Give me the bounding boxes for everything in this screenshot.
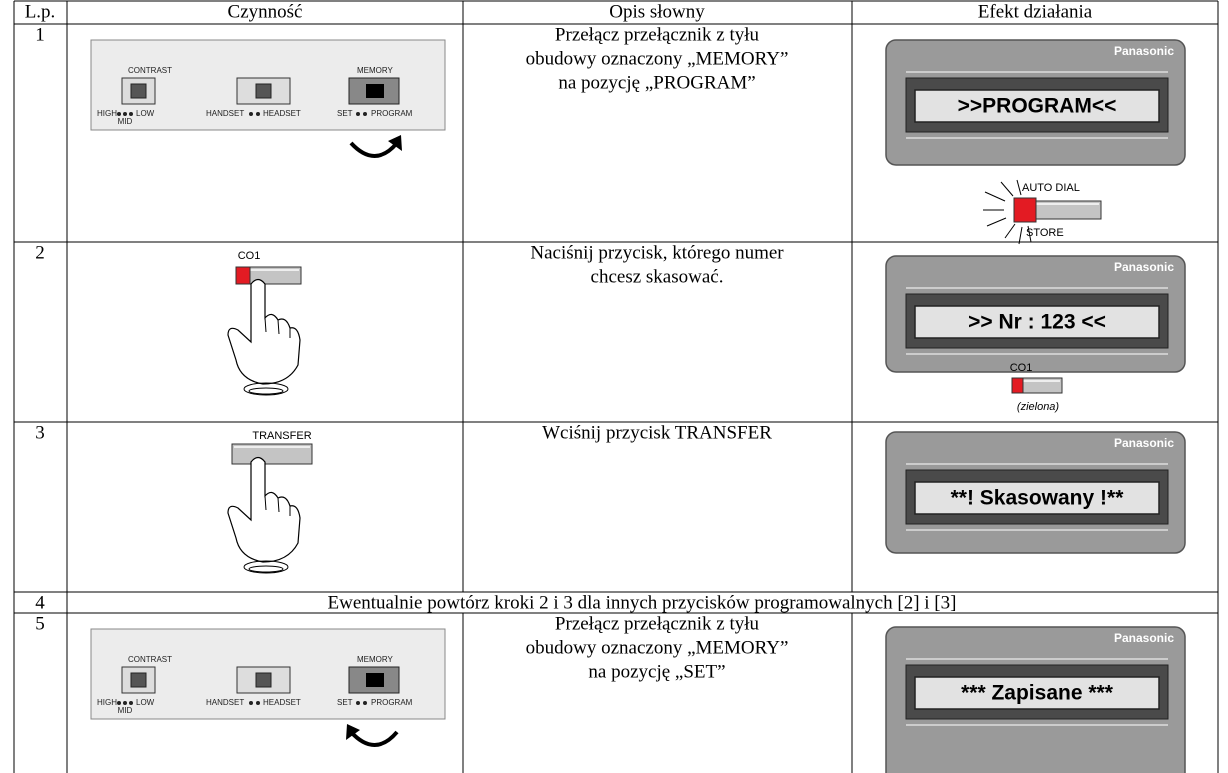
button <box>231 443 313 465</box>
arrow-head <box>346 724 360 740</box>
switch-dot <box>129 112 133 116</box>
button-led <box>235 266 251 285</box>
switch-dot <box>249 701 253 705</box>
arrow <box>349 730 399 747</box>
panel-label: HIGH <box>97 698 117 707</box>
switch-dot <box>129 701 133 705</box>
hand-crease <box>264 495 291 516</box>
column-header: L.p. <box>25 1 56 22</box>
switch-knob <box>255 83 272 99</box>
panel-label: MID <box>118 117 133 126</box>
button-label: STORE <box>1026 227 1064 239</box>
panel-label: LOW <box>136 109 155 118</box>
hand-shadow <box>248 387 284 395</box>
flash-ray <box>1000 181 1014 197</box>
row-description: Ewentualnie powtórz kroki 2 i 3 dla inny… <box>328 592 957 613</box>
switch-dot <box>123 701 127 705</box>
button-note: (zielona) <box>1017 401 1060 413</box>
brand-logo: Panasonic <box>1114 436 1174 450</box>
switch-knob <box>366 84 384 98</box>
switch-dot <box>363 112 367 116</box>
row-number: 4 <box>35 592 45 613</box>
flash-ray <box>1018 226 1023 245</box>
button-label: CO1 <box>1010 362 1033 374</box>
switch-dot <box>123 112 127 116</box>
display-screen <box>914 481 1160 515</box>
panel-label: MEMORY <box>357 655 394 664</box>
hand <box>227 278 301 385</box>
button-led <box>1013 197 1037 223</box>
switch-dot <box>256 701 260 705</box>
switch-dot <box>256 112 260 116</box>
panel-label: MID <box>118 706 133 715</box>
brand-logo: Panasonic <box>1114 44 1174 58</box>
hand-shadow <box>243 560 289 574</box>
row-description: na pozycję „SET” <box>588 661 725 682</box>
brand-logo: Panasonic <box>1114 631 1174 645</box>
flash-ray <box>1004 223 1016 239</box>
row-description: Naciśnij przycisk, którego numer <box>530 242 784 263</box>
button-led <box>1011 377 1024 394</box>
row-number: 1 <box>35 24 45 45</box>
row-description: obudowy oznaczony „MEMORY” <box>526 48 789 69</box>
panel-label: HEADSET <box>263 698 301 707</box>
display-screen <box>914 676 1160 710</box>
row-description: Przełącz przełącznik z tyłu <box>555 24 760 45</box>
display-screen <box>914 89 1160 123</box>
hand <box>227 456 301 563</box>
switch-dot <box>117 112 121 116</box>
button-label: CO1 <box>238 250 261 262</box>
switch-knob <box>130 83 147 99</box>
panel-label: SET <box>337 698 353 707</box>
panel-label: PROGRAM <box>371 109 413 118</box>
switch-dot <box>356 112 360 116</box>
switch-knob <box>130 672 147 688</box>
arrow-head <box>388 135 402 151</box>
display-text: >>PROGRAM<< <box>958 95 1117 118</box>
flash-ray <box>1027 225 1032 243</box>
panel-label: HANDSET <box>206 698 244 707</box>
switch-dot <box>249 112 253 116</box>
switch-knob <box>366 673 384 687</box>
brand-logo: Panasonic <box>1114 260 1174 274</box>
panel-label: SET <box>337 109 353 118</box>
panel-label: LOW <box>136 698 155 707</box>
arrow <box>349 141 399 158</box>
display-text: *** Zapisane *** <box>961 682 1114 705</box>
switch-knob <box>255 672 272 688</box>
row-number: 2 <box>35 242 45 263</box>
hand-shadow <box>248 565 284 573</box>
row-description: Przełącz przełącznik z tyłu <box>555 613 760 634</box>
hand-crease <box>264 317 291 338</box>
panel-label: PROGRAM <box>371 698 413 707</box>
display-text: >> Nr : 123 << <box>968 311 1106 334</box>
panel-label: CONTRAST <box>128 66 172 75</box>
row-description: Wciśnij przycisk TRANSFER <box>542 422 772 443</box>
flash-ray <box>986 217 1007 227</box>
display-screen <box>914 305 1160 339</box>
panel-label: MEMORY <box>357 66 394 75</box>
hand-shadow <box>243 382 289 396</box>
flash-ray <box>1016 179 1022 196</box>
switch-dot <box>356 701 360 705</box>
switch-dot <box>363 701 367 705</box>
row-description: chcesz skasować. <box>591 266 724 287</box>
panel-label: HEADSET <box>263 109 301 118</box>
switch-dot <box>117 701 121 705</box>
flash-ray <box>984 191 1006 202</box>
panel-label: HIGH <box>97 109 117 118</box>
row-description: obudowy oznaczony „MEMORY” <box>526 637 789 658</box>
button-label: AUTO DIAL <box>1022 182 1080 194</box>
button-label: TRANSFER <box>252 430 311 442</box>
column-header: Czynność <box>228 1 303 22</box>
panel-label: CONTRAST <box>128 655 172 664</box>
row-number: 5 <box>35 613 45 634</box>
display-text: **! Skasowany !** <box>951 487 1125 510</box>
row-number: 3 <box>35 422 45 443</box>
column-header: Efekt działania <box>978 1 1093 22</box>
column-header: Opis słowny <box>609 1 705 22</box>
panel-label: HANDSET <box>206 109 244 118</box>
row-description: na pozycję „PROGRAM” <box>558 72 755 93</box>
